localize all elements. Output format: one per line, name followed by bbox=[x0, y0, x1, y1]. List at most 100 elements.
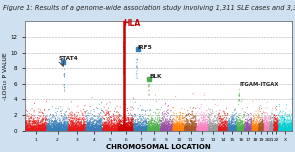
Point bbox=[130, 126, 135, 128]
Point bbox=[160, 127, 165, 130]
Point bbox=[79, 126, 83, 128]
Point bbox=[246, 129, 250, 131]
Point bbox=[276, 128, 280, 130]
Point bbox=[204, 125, 208, 127]
Point bbox=[165, 127, 170, 129]
Point bbox=[271, 120, 276, 123]
Point bbox=[257, 127, 261, 130]
Point bbox=[60, 127, 65, 130]
Point bbox=[191, 121, 196, 123]
Point bbox=[104, 126, 109, 129]
Point bbox=[96, 128, 101, 130]
Point bbox=[117, 122, 122, 125]
Point bbox=[71, 123, 76, 126]
Point bbox=[124, 125, 129, 128]
Point bbox=[226, 129, 231, 131]
Point bbox=[91, 121, 96, 124]
Point bbox=[123, 103, 128, 106]
Point bbox=[130, 129, 134, 132]
Point bbox=[120, 129, 125, 131]
Point bbox=[115, 105, 119, 107]
Point bbox=[96, 125, 101, 127]
Point bbox=[92, 125, 97, 127]
Point bbox=[115, 128, 119, 131]
Point bbox=[149, 123, 154, 126]
Point bbox=[128, 124, 132, 127]
Point bbox=[90, 117, 95, 119]
Point bbox=[129, 109, 133, 111]
Point bbox=[79, 129, 84, 131]
Point bbox=[157, 125, 161, 127]
Point bbox=[37, 127, 41, 129]
Point bbox=[119, 128, 124, 130]
Point bbox=[223, 128, 228, 130]
Point bbox=[285, 129, 290, 131]
Point bbox=[91, 127, 96, 130]
Point bbox=[56, 124, 61, 127]
Point bbox=[253, 128, 258, 131]
Point bbox=[152, 126, 157, 128]
Point bbox=[218, 127, 223, 130]
Point bbox=[162, 129, 166, 132]
Point bbox=[191, 128, 196, 131]
Point bbox=[147, 118, 151, 121]
Point bbox=[164, 124, 168, 127]
Point bbox=[118, 106, 122, 108]
Point bbox=[219, 122, 224, 124]
Point bbox=[136, 122, 141, 124]
Point bbox=[86, 129, 91, 132]
Point bbox=[71, 128, 76, 130]
Point bbox=[135, 123, 140, 125]
Point bbox=[65, 128, 70, 130]
Point bbox=[66, 127, 71, 129]
Point bbox=[145, 128, 150, 130]
Point bbox=[83, 127, 87, 129]
Point bbox=[257, 125, 262, 128]
Point bbox=[46, 127, 50, 129]
Point bbox=[180, 129, 185, 132]
Point bbox=[213, 120, 217, 122]
Point bbox=[148, 122, 153, 125]
Point bbox=[159, 127, 163, 129]
Point bbox=[24, 127, 28, 129]
Point bbox=[204, 121, 208, 124]
Point bbox=[232, 129, 236, 132]
Point bbox=[241, 129, 245, 132]
Point bbox=[213, 129, 218, 132]
Point bbox=[133, 128, 138, 130]
Point bbox=[78, 110, 83, 112]
Point bbox=[135, 129, 140, 131]
Point bbox=[143, 123, 148, 126]
Point bbox=[36, 129, 41, 132]
Point bbox=[49, 127, 54, 129]
Point bbox=[45, 126, 50, 129]
Point bbox=[232, 128, 237, 130]
Point bbox=[253, 129, 258, 131]
Point bbox=[182, 117, 187, 119]
Point bbox=[245, 126, 250, 128]
Point bbox=[146, 124, 151, 126]
Point bbox=[26, 129, 31, 131]
Point bbox=[213, 124, 217, 127]
Point bbox=[81, 120, 86, 123]
Point bbox=[76, 121, 81, 123]
Point bbox=[204, 129, 209, 131]
Point bbox=[236, 128, 241, 131]
Point bbox=[277, 129, 281, 132]
Point bbox=[152, 128, 157, 131]
Point bbox=[75, 129, 79, 132]
Point bbox=[266, 128, 271, 130]
Point bbox=[50, 129, 55, 132]
Point bbox=[26, 129, 30, 131]
Point bbox=[175, 128, 179, 130]
Point bbox=[94, 129, 99, 131]
Point bbox=[92, 128, 96, 131]
Point bbox=[105, 124, 109, 127]
Point bbox=[107, 129, 112, 131]
Point bbox=[264, 125, 269, 128]
Point bbox=[50, 128, 54, 130]
Point bbox=[96, 127, 101, 129]
Point bbox=[274, 128, 279, 130]
Point bbox=[152, 128, 156, 130]
Point bbox=[44, 129, 48, 132]
